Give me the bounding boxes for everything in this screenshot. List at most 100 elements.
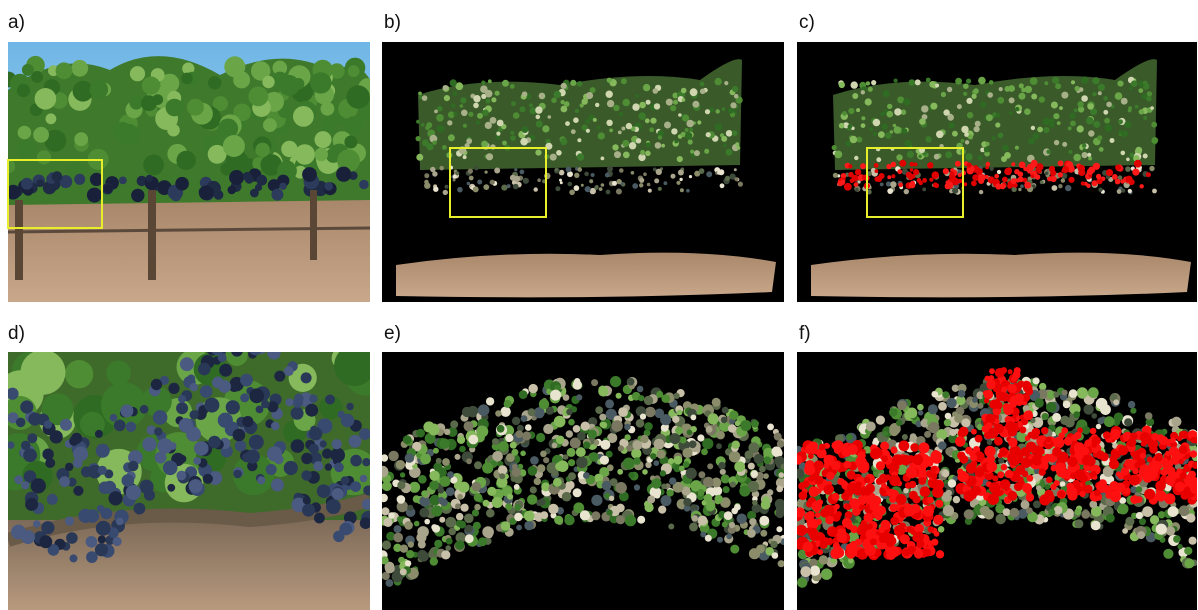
point: [661, 144, 665, 148]
point: [649, 127, 654, 132]
point: [439, 517, 445, 523]
grape-cluster: [336, 167, 351, 182]
point: [957, 104, 962, 109]
grape: [362, 499, 373, 510]
grape: [220, 416, 228, 424]
point: [839, 123, 845, 129]
point: [483, 184, 489, 190]
detected-point: [1004, 168, 1012, 176]
detected-point: [1023, 411, 1033, 421]
detected-point: [900, 534, 910, 544]
point: [486, 397, 494, 405]
grape: [326, 499, 341, 514]
detected-point: [1008, 369, 1013, 374]
detected-point: [958, 471, 969, 482]
grape: [301, 372, 312, 383]
point: [631, 171, 635, 175]
point: [457, 187, 463, 193]
point: [1068, 126, 1072, 130]
point: [400, 568, 407, 575]
detected-point: [927, 162, 933, 168]
point: [706, 171, 712, 177]
point: [736, 146, 740, 150]
detected-point: [870, 501, 880, 511]
point: [428, 425, 439, 436]
leaf: [130, 66, 145, 81]
detected-point: [880, 442, 889, 451]
point: [896, 154, 902, 160]
point: [767, 489, 773, 495]
point: [498, 441, 509, 452]
point: [918, 155, 922, 159]
point: [1009, 97, 1015, 103]
detected-point: [906, 467, 918, 479]
detected-point: [804, 513, 812, 521]
point: [461, 504, 469, 512]
point: [439, 438, 449, 448]
point: [525, 424, 532, 431]
point: [1081, 510, 1090, 519]
leaf: [17, 140, 37, 160]
detected-point: [975, 435, 983, 443]
point: [1053, 113, 1059, 119]
grape: [33, 520, 40, 527]
point: [514, 484, 520, 490]
detected-point: [933, 515, 943, 525]
detected-point: [1164, 493, 1175, 504]
point: [441, 550, 450, 559]
point: [429, 481, 439, 491]
point: [1083, 148, 1087, 152]
detected-point: [1035, 174, 1041, 180]
point: [740, 420, 751, 431]
detected-point: [848, 473, 855, 480]
point: [1098, 417, 1105, 424]
point: [419, 551, 429, 561]
point: [1184, 558, 1194, 568]
point: [928, 422, 939, 433]
point: [565, 481, 574, 490]
point: [658, 187, 662, 191]
leaf: [65, 360, 93, 388]
detected-point: [907, 526, 913, 532]
point: [848, 108, 854, 114]
leaf: [142, 77, 160, 95]
point: [540, 511, 548, 519]
point: [645, 407, 656, 418]
point: [637, 516, 645, 524]
point: [513, 112, 520, 119]
point: [529, 103, 533, 107]
point: [698, 471, 705, 478]
detected-point: [1146, 172, 1151, 177]
detected-point: [992, 475, 998, 481]
point: [502, 141, 507, 146]
detected-point: [887, 175, 891, 179]
point: [443, 85, 448, 90]
grape-cluster: [146, 175, 153, 182]
point: [1172, 417, 1182, 427]
point: [724, 81, 728, 85]
point: [521, 415, 528, 422]
point: [458, 482, 469, 493]
point: [1073, 154, 1081, 162]
point: [1150, 106, 1154, 110]
detected-point: [1147, 457, 1153, 463]
grape: [200, 385, 213, 398]
point: [464, 421, 474, 431]
point: [653, 88, 659, 94]
point: [644, 396, 653, 405]
point: [1024, 405, 1030, 411]
point: [1003, 508, 1011, 516]
point: [453, 91, 458, 96]
point: [644, 422, 653, 431]
detected-point: [1074, 442, 1085, 453]
point: [866, 422, 876, 432]
point: [1061, 178, 1065, 182]
point: [771, 446, 781, 456]
detected-point: [1159, 436, 1168, 445]
point: [403, 435, 412, 444]
point: [682, 448, 692, 458]
point: [597, 126, 601, 130]
point: [1055, 83, 1061, 89]
grape-cluster: [52, 171, 63, 182]
detected-point: [1096, 174, 1101, 179]
